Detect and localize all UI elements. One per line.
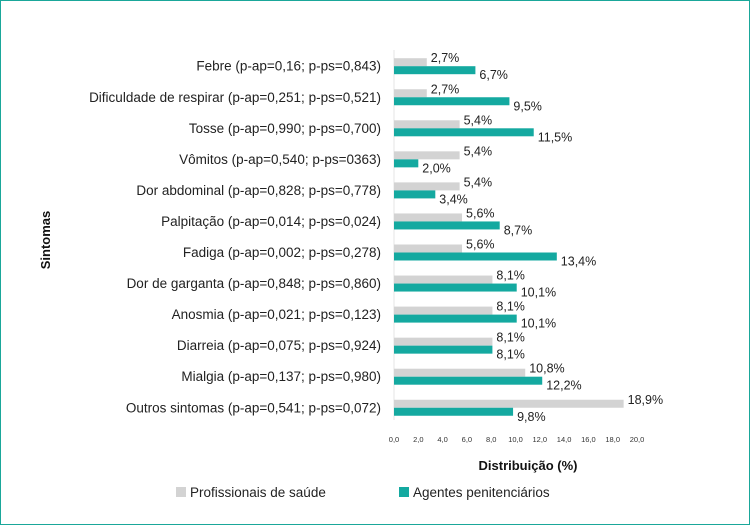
x-tick-label: 12,0 — [532, 435, 547, 444]
bar-profissionais — [394, 244, 463, 253]
x-tick-label: 4,0 — [437, 435, 447, 444]
data-label: 10,8% — [529, 362, 564, 376]
data-label: 9,5% — [513, 99, 542, 113]
data-label: 18,9% — [628, 393, 663, 407]
bar-agentes — [394, 66, 476, 75]
x-tick-label: 18,0 — [605, 435, 620, 444]
data-label: 8,1% — [496, 300, 525, 314]
data-label: 10,1% — [521, 317, 556, 331]
data-label: 2,7% — [431, 82, 460, 96]
data-label: 3,4% — [439, 192, 468, 206]
x-tick-label: 6,0 — [462, 435, 472, 444]
bar-profissionais — [394, 275, 493, 284]
data-label: 2,0% — [422, 161, 451, 175]
bar-agentes — [394, 221, 500, 230]
category-label: Palpitação (p-ap=0,014; p-ps=0,024) — [161, 214, 381, 229]
category-label: Vômitos (p-ap=0,540; p-ps=0363) — [179, 152, 381, 167]
x-tick-label: 2,0 — [413, 435, 423, 444]
data-label: 8,7% — [504, 223, 532, 237]
data-label: 10,1% — [521, 286, 556, 300]
category-label: Anosmia (p-ap=0,021; p-ps=0,123) — [172, 307, 381, 322]
category-label: Dor abdominal (p-ap=0,828; p-ps=0,778) — [136, 183, 381, 198]
data-label: 5,4% — [464, 113, 493, 127]
category-label: Outros sintomas (p-ap=0,541; p-ps=0,072) — [126, 400, 381, 415]
bar-profissionais — [394, 151, 460, 160]
data-label: 13,4% — [561, 255, 596, 269]
category-label: Dor de garganta (p-ap=0,848; p-ps=0,860) — [127, 276, 381, 291]
bar-profissionais — [394, 58, 427, 67]
bar-agentes — [394, 252, 557, 261]
data-label: 5,4% — [464, 175, 493, 189]
legend-label: Agentes penitenciários — [413, 485, 550, 500]
bar-agentes — [394, 97, 510, 106]
data-label: 8,1% — [496, 269, 525, 283]
category-label: Mialgia (p-ap=0,137; p-ps=0,980) — [181, 369, 381, 384]
x-tick-label: 10,0 — [508, 435, 523, 444]
x-tick-label: 14,0 — [557, 435, 572, 444]
category-label: Diarreia (p-ap=0,075; p-ps=0,924) — [177, 338, 381, 353]
category-label: Dificuldade de respirar (p-ap=0,251; p-p… — [89, 90, 381, 105]
category-label: Febre (p-ap=0,16; p-ps=0,843) — [196, 59, 381, 74]
bar-profissionais — [394, 399, 624, 408]
data-label: 5,6% — [466, 206, 495, 220]
data-label: 12,2% — [546, 379, 581, 393]
data-label: 2,7% — [431, 51, 460, 65]
bar-profissionais — [394, 120, 460, 129]
x-tick-label: 16,0 — [581, 435, 596, 444]
data-label: 5,6% — [466, 238, 495, 252]
data-label: 8,1% — [496, 331, 525, 345]
data-label: 9,8% — [517, 410, 546, 424]
bar-profissionais — [394, 89, 427, 98]
category-label: Fadiga (p-ap=0,002; p-ps=0,278) — [183, 245, 381, 260]
legend-swatch — [176, 487, 186, 497]
x-axis-title: Distribuição (%) — [479, 458, 578, 473]
legend-swatch — [399, 487, 409, 497]
bar-agentes — [394, 190, 436, 199]
bar-agentes — [394, 407, 514, 416]
legend-label: Profissionais de saúde — [190, 485, 326, 500]
bar-profissionais — [394, 337, 493, 346]
bar-agentes — [394, 128, 534, 137]
bar-agentes — [394, 159, 419, 168]
category-label: Tosse (p-ap=0,990; p-ps=0,700) — [189, 121, 381, 136]
bar-agentes — [394, 345, 493, 354]
y-axis-title: Sintomas — [38, 211, 53, 270]
data-label: 6,7% — [479, 68, 508, 82]
x-tick-label: 0,0 — [389, 435, 399, 444]
bar-agentes — [394, 283, 517, 292]
bar-profissionais — [394, 182, 460, 191]
data-label: 5,4% — [464, 144, 493, 158]
x-tick-label: 8,0 — [486, 435, 496, 444]
bar-profissionais — [394, 213, 463, 222]
data-label: 11,5% — [538, 130, 573, 144]
bar-profissionais — [394, 306, 493, 315]
bar-agentes — [394, 314, 517, 323]
data-label: 8,1% — [496, 348, 525, 362]
bar-agentes — [394, 376, 543, 385]
x-tick-label: 20,0 — [630, 435, 645, 444]
bar-profissionais — [394, 368, 526, 377]
